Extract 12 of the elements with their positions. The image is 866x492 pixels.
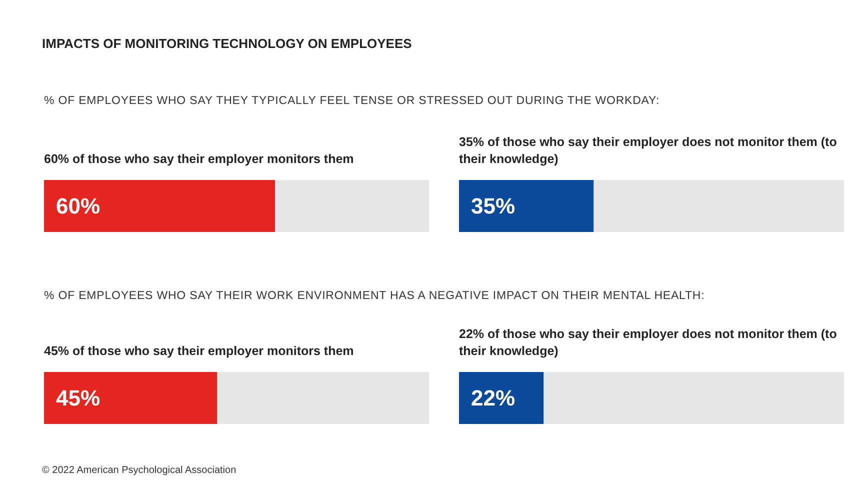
data-label: 60% (56, 194, 100, 218)
data-label: 22% (471, 386, 516, 410)
chart-title: IMPACTS OF MONITORING TECHNOLOGY ON EMPLOYEES (42, 36, 412, 51)
chart-subtitle: % OF EMPLOYEES WHO SAY THEIR WORK ENVIRONMENT HAS A NEGATIVE IMPACT ON THEIR MENTAL HEALTH: (44, 290, 705, 302)
text: © 2022 American Psychological Association (42, 465, 236, 476)
data-label: 35% (471, 194, 516, 218)
text: 22% of those who say their employer does not monitor them (to their knowledge) (459, 326, 838, 360)
text: 60% of those who say their employer monitors them (44, 151, 355, 168)
text: 45% of those who say their employer monitors them (44, 343, 355, 360)
chart-subtitle: % OF EMPLOYEES WHO SAY THEY TYPICALLY FEEL TENSE OR STRESSED OUT DURING THE WORKDAY: (44, 95, 660, 107)
text: 35% of those who say their employer does not monitor them (to their knowledge) (459, 134, 838, 168)
data-label: 45% (56, 386, 100, 410)
